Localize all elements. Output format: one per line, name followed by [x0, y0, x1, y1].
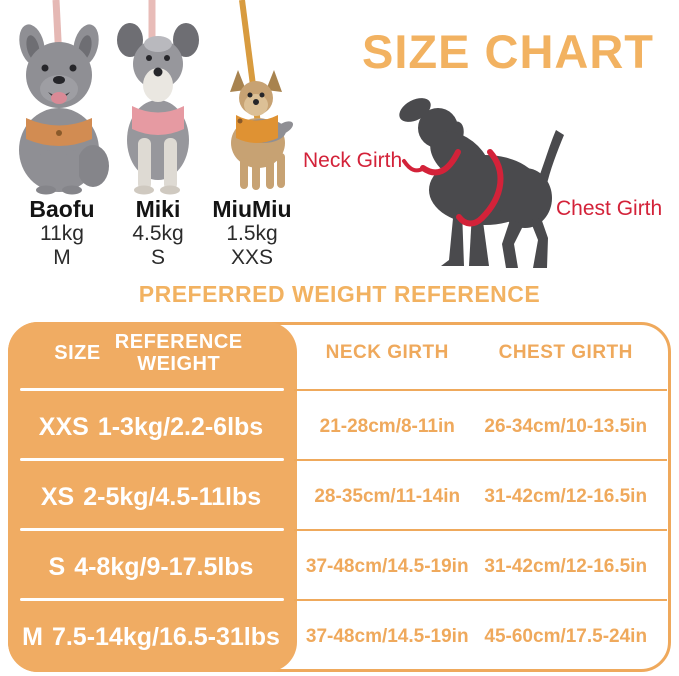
- yorkie-illustration: [230, 70, 294, 190]
- neck-girth-value: 37-48cm/14.5-19in: [305, 626, 469, 647]
- dog-label-miki: Miki 4.5kg S: [110, 196, 206, 270]
- weight-value: 1-3kg/2.2-6lbs: [97, 412, 264, 441]
- dog-size: M: [53, 246, 71, 269]
- chest-girth-value: 26-34cm/10-13.5in: [484, 416, 648, 437]
- chest-girth-value: 31-42cm/12-16.5in: [484, 556, 648, 577]
- table-header-row: SIZE REFERENCE WEIGHT NECK GIRTH CHEST G…: [8, 322, 671, 392]
- chest-girth-value: 31-42cm/12-16.5in: [484, 486, 648, 507]
- neck-girth-value: 28-35cm/11-14in: [314, 486, 461, 507]
- table-row: XS 2-5kg/4.5-11lbs 28-35cm/11-14in 31-42…: [8, 462, 671, 532]
- col-header-size: SIZE: [54, 341, 101, 364]
- dog-name: Miki: [135, 196, 181, 222]
- dog-size: XXS: [230, 246, 274, 269]
- dog-name: Baofu: [29, 196, 95, 222]
- size-table-left-panel: [8, 322, 297, 672]
- dog-label-miumiu: MiuMiu 1.5kg XXS: [204, 196, 300, 270]
- dog-weight: 11kg: [40, 222, 84, 245]
- neck-girth-value: 21-28cm/8-11in: [319, 416, 455, 437]
- dog-name: MiuMiu: [212, 196, 292, 222]
- table-row: M 7.5-14kg/16.5-31lbs 37-48cm/14.5-19in …: [8, 602, 671, 672]
- size-table: SIZE REFERENCE WEIGHT NECK GIRTH CHEST G…: [8, 322, 671, 672]
- french-bulldog-illustration: [19, 24, 109, 195]
- dog-weight: 4.5kg: [132, 222, 184, 245]
- size-value: S: [48, 552, 66, 581]
- dog-size: S: [150, 246, 165, 269]
- size-value: XS: [40, 482, 75, 511]
- weight-value: 2-5kg/4.5-11lbs: [83, 482, 262, 511]
- girth-marker-icon: [402, 149, 504, 227]
- section-title: PREFERRED WEIGHT REFERENCE: [138, 281, 541, 307]
- dog-measurement-diagram: [399, 98, 564, 268]
- chest-girth-label: Chest Girth: [556, 197, 663, 220]
- dog-label-baofu: Baofu 11kg M: [14, 196, 110, 270]
- neck-girth-label: Neck Girth: [303, 149, 403, 172]
- dog-silhouette-icon: [399, 98, 564, 268]
- neck-girth-value: 37-48cm/14.5-19in: [305, 556, 469, 577]
- col-header-chest-girth: CHEST GIRTH: [498, 342, 633, 363]
- size-value: XXS: [38, 412, 89, 441]
- page-title: SIZE CHART: [362, 25, 654, 78]
- col-header-neck-girth: NECK GIRTH: [325, 342, 449, 363]
- size-value: M: [22, 622, 43, 651]
- table-row: S 4-8kg/9-17.5lbs 37-48cm/14.5-19in 31-4…: [8, 532, 671, 602]
- schnauzer-illustration: [117, 23, 199, 195]
- dogs-photo-illustration: [19, 0, 294, 195]
- weight-value: 4-8kg/9-17.5lbs: [74, 552, 254, 581]
- table-row: XXS 1-3kg/2.2-6lbs 21-28cm/8-11in 26-34c…: [8, 392, 671, 462]
- col-header-reference-weight: REFERENCE WEIGHT: [114, 331, 243, 375]
- dog-weight: 1.5kg: [226, 222, 278, 245]
- weight-value: 7.5-14kg/16.5-31lbs: [51, 622, 280, 651]
- chest-girth-value: 45-60cm/17.5-24in: [484, 626, 648, 647]
